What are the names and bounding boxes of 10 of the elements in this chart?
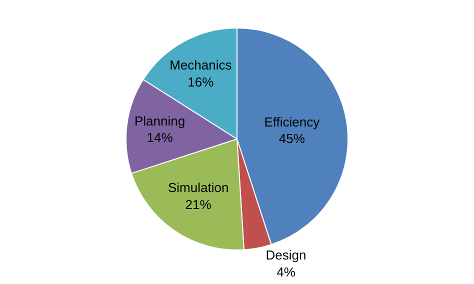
data-label: 16% (188, 74, 214, 90)
slice-label: Design (266, 247, 306, 262)
data-label: 14% (146, 130, 174, 146)
data-label: 21% (185, 196, 212, 212)
slice-label: Efficiency (264, 114, 320, 130)
slice-label: Simulation (168, 180, 229, 195)
data-label: 45% (278, 131, 306, 146)
slice-label: Planning (134, 113, 186, 128)
data-label: 4% (276, 264, 296, 280)
slice-label: Mechanics (170, 57, 232, 72)
